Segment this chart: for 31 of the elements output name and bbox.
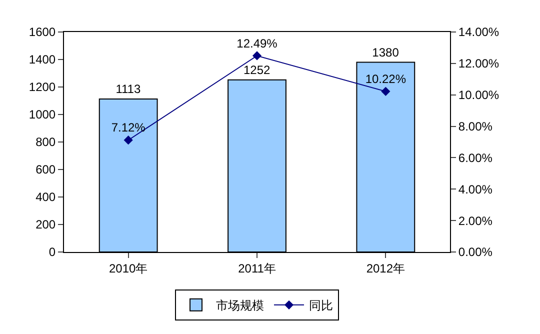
- y2-tick-label: 2.00%: [458, 214, 493, 228]
- y2-tick-label: 4.00%: [458, 182, 493, 196]
- x-tick-label: 2011年: [238, 261, 276, 276]
- y-tick-label: 200: [36, 218, 56, 232]
- point: [381, 86, 390, 96]
- y2-tick-label: 12.00%: [458, 56, 500, 71]
- data-label: 1113: [116, 82, 141, 96]
- y2-tick-label: 0.00%: [458, 245, 493, 260]
- y2-tick-label: 10.00%: [458, 88, 500, 102]
- point: [252, 51, 262, 60]
- y-tick-label: 600: [36, 162, 56, 177]
- y-tick-label: 1600: [28, 25, 56, 40]
- y2-tick-label: 14.00%: [458, 25, 500, 40]
- x-tick-label: 2010年: [108, 261, 148, 276]
- data-label: 1252: [243, 62, 271, 77]
- y-tick-label: 0: [48, 245, 56, 260]
- data-label: 7.12%: [111, 120, 146, 135]
- y-tick-label: 800: [36, 135, 56, 150]
- data-label: 12.49%: [236, 36, 278, 50]
- y2-tick-label: 8.00%: [458, 119, 493, 134]
- point: [124, 136, 133, 145]
- y-tick-label: 400: [36, 190, 56, 204]
- legend-label: 同比: [309, 298, 333, 313]
- y-tick-label: 1000: [28, 108, 56, 122]
- data-label: 1380: [372, 45, 400, 60]
- y-tick-label: 1400: [28, 52, 56, 67]
- y-tick-label: 1200: [28, 80, 56, 94]
- y2-tick-label: 6.00%: [458, 150, 493, 165]
- data-label: 10.22%: [365, 72, 406, 86]
- legend-label: 市场规模: [216, 298, 264, 313]
- x-tick-label: 2012年: [366, 261, 406, 276]
